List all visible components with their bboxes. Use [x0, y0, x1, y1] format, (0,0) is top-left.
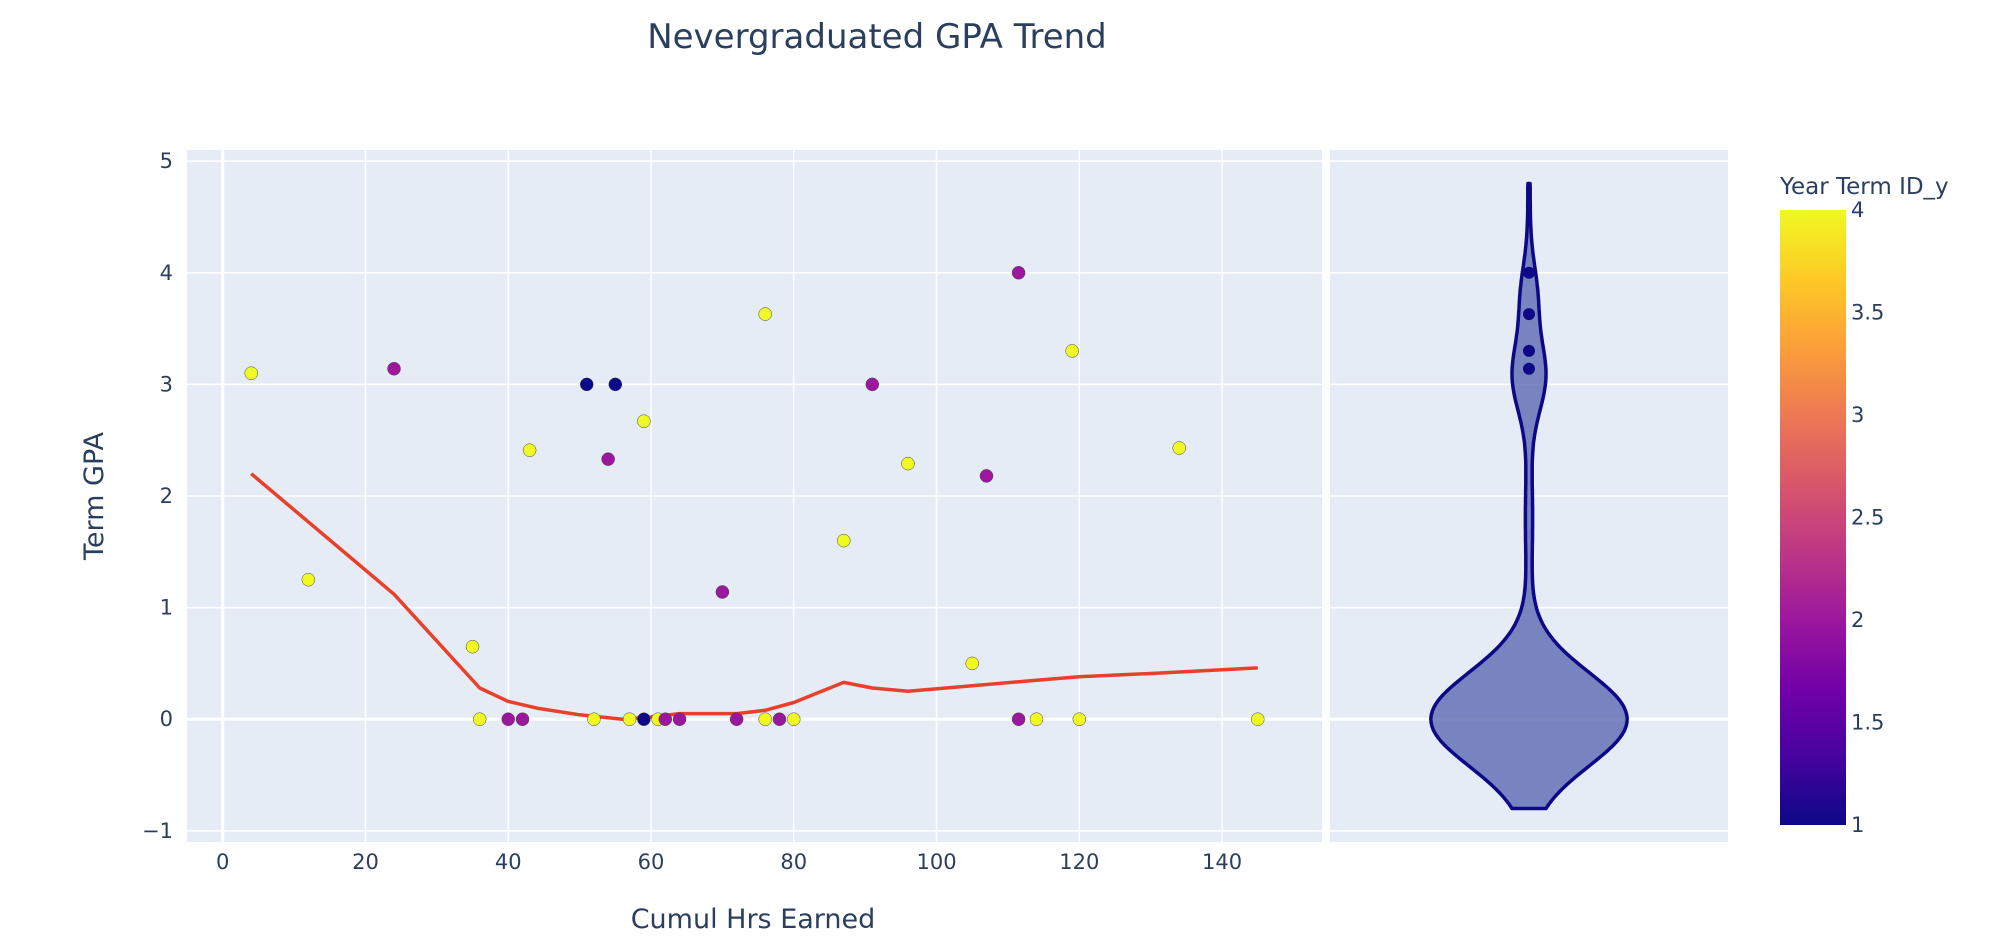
scatter-point	[1065, 344, 1079, 358]
scatter-point	[901, 456, 915, 471]
scatter-point	[965, 656, 979, 671]
scatter-point	[472, 712, 487, 726]
scatter-point	[1011, 712, 1026, 726]
scatter-point	[787, 712, 801, 726]
scatter-point	[715, 585, 730, 599]
colorbar-ticks: 1 1.5 2 2.5 3 3.5 4	[1851, 198, 1884, 837]
y-tick-label: 2	[160, 484, 173, 508]
violin-outlier-point	[1523, 362, 1535, 375]
scatter-point	[515, 712, 530, 726]
scatter-point	[522, 443, 537, 457]
colorbar-bar	[1780, 210, 1846, 825]
scatter-point	[622, 712, 637, 726]
y-tick-label: 3	[160, 372, 173, 396]
scatter-point	[772, 712, 787, 726]
scatter-point	[1029, 712, 1044, 726]
scatter-point	[729, 712, 744, 726]
y-tick-label: 0	[160, 707, 173, 731]
colorbar-tick-label: 3.5	[1851, 301, 1884, 325]
scatter-point	[637, 414, 651, 428]
scatter-point	[1251, 712, 1265, 726]
x-tick-label: 20	[352, 850, 379, 874]
scatter-point	[672, 712, 687, 726]
scatter-point	[658, 712, 673, 726]
scatter-point	[501, 712, 515, 726]
x-tick-label: 120	[1059, 850, 1099, 874]
violin-shape	[1429, 181, 1629, 811]
violin-outlier-point	[1523, 344, 1535, 357]
scatter-point	[579, 377, 594, 392]
x-tick-label: 0	[216, 850, 229, 874]
y-tick-label: 5	[160, 149, 173, 173]
scatter-point	[1072, 712, 1087, 726]
y-tick-label: −1	[142, 819, 173, 843]
scatter-point	[301, 572, 316, 587]
scatter-point	[465, 639, 480, 654]
y-tick-label: 1	[160, 596, 173, 620]
scatter-point	[244, 366, 258, 380]
scatter-point	[601, 452, 615, 466]
colorbar-tick-label: 2	[1851, 608, 1864, 632]
violin-layer	[1429, 181, 1629, 811]
x-tick-label: 140	[1202, 850, 1242, 874]
x-axis-title: Cumul Hrs Earned	[631, 904, 876, 935]
colorbar-tick-label: 1	[1851, 813, 1864, 837]
scatter-point	[587, 712, 601, 726]
violin-outlier-point	[1523, 266, 1535, 279]
scatter-point	[758, 712, 772, 726]
colorbar-tick-label: 2.5	[1851, 506, 1884, 530]
x-tick-label: 100	[916, 850, 956, 874]
x-tick-label: 40	[495, 850, 522, 874]
scatter-point	[1172, 441, 1186, 455]
scatter-point	[387, 362, 401, 376]
x-tick-label: 60	[638, 850, 665, 874]
scatter-point	[1011, 266, 1026, 280]
y-tick-label: 4	[160, 261, 173, 285]
scatter-point	[758, 307, 772, 321]
scatter-point	[836, 533, 851, 548]
tick-layer: 0 20 40 60 80 100 120 140 −1 0 1 2 3 4 5	[142, 149, 1242, 874]
y-axis-title: Term GPA	[79, 431, 110, 561]
colorbar-tick-label: 1.5	[1851, 711, 1884, 735]
colorbar-tick-label: 4	[1851, 198, 1864, 222]
scatter-point	[608, 377, 623, 392]
x-tick-label: 80	[780, 850, 807, 874]
scatter-point	[979, 469, 994, 483]
points-layer	[244, 266, 1265, 726]
chart-title: Nevergraduated GPA Trend	[647, 17, 1107, 57]
scatter-point	[865, 377, 880, 392]
colorbar-tick-label: 3	[1851, 403, 1864, 427]
violin-outlier-point	[1523, 308, 1535, 321]
colorbar-title: Year Term ID_y	[1779, 174, 1949, 200]
scatter-point	[637, 712, 651, 726]
